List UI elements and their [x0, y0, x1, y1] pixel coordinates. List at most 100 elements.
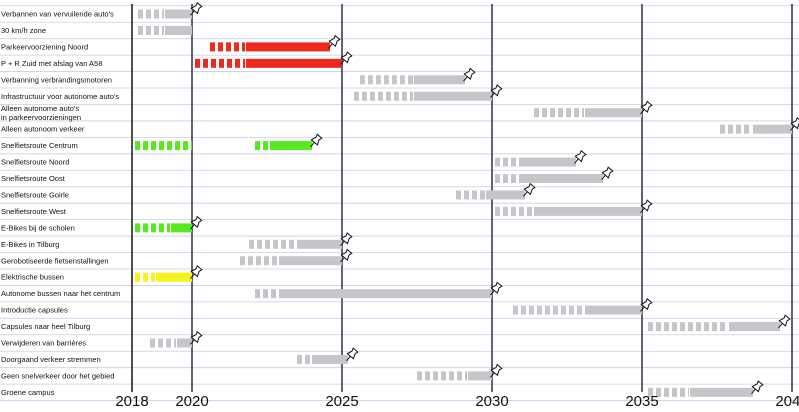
- bar-dashed-segment: [704, 322, 709, 332]
- bar-dashed-segment: [138, 25, 143, 35]
- bar-dashed-segment: [441, 371, 446, 381]
- bar-dashed-segment: [656, 322, 661, 332]
- bar-dashed-segment: [433, 371, 438, 381]
- pushpin-icon: [310, 133, 323, 148]
- pushpin-head: [190, 215, 203, 229]
- pushpin-head: [190, 265, 203, 278]
- bar-solid-segment: [414, 75, 465, 85]
- row-label: P + R Zuid met afslag van A58: [1, 59, 102, 68]
- pushpin-needle: [340, 257, 345, 263]
- pushpin-needle: [340, 240, 345, 246]
- bar-solid-segment: [297, 239, 342, 249]
- bar-dashed-segment: [362, 91, 367, 101]
- row-label: Verwijderen van barrières: [1, 339, 86, 348]
- bar-dashed-segment: [143, 272, 148, 282]
- bar-dashed-segment: [465, 371, 467, 381]
- row-label: Autonome bussen naar het centrum: [1, 289, 120, 298]
- bar-dashed-segment: [226, 42, 231, 52]
- bar-dashed-segment: [529, 305, 534, 315]
- pushpin-needle: [328, 43, 333, 49]
- pushpin-needle: [574, 158, 579, 164]
- bar-dashed-segment: [289, 239, 294, 249]
- bar-solid-segment: [414, 91, 492, 101]
- pushpin-needle: [640, 207, 645, 214]
- pushpin-needle: [490, 290, 495, 296]
- pushpin-head: [340, 232, 353, 245]
- bar-dashed-segment: [464, 190, 469, 200]
- bar-dashed-segment: [166, 338, 171, 348]
- row-label: E-Bikes bij de scholen: [1, 223, 75, 232]
- bar-dashed-segment: [297, 354, 302, 364]
- bar-dashed-segment: [449, 371, 454, 381]
- bar-solid-segment: [165, 9, 192, 19]
- bar-dashed-segment: [558, 108, 563, 118]
- bar-dashed-segment: [664, 322, 669, 332]
- bar-dashed-segment: [191, 141, 192, 151]
- bar-solid-segment: [165, 25, 192, 35]
- pushpin-needle: [490, 372, 495, 378]
- pushpin-icon: [640, 199, 653, 214]
- bar-dashed-segment: [146, 25, 151, 35]
- bar-solid-segment: [729, 322, 780, 332]
- bar-dashed-segment: [582, 108, 584, 118]
- bar-dashed-segment: [175, 141, 180, 151]
- bar-dashed-segment: [664, 387, 669, 397]
- row-label: Snelfietsroute Noord: [1, 158, 69, 167]
- bar-dashed-segment: [744, 124, 749, 134]
- pushpin-needle: [340, 59, 345, 66]
- pushpin-head: [574, 149, 587, 163]
- pushpin-head: [346, 347, 359, 360]
- bar-dashed-segment: [154, 25, 159, 35]
- bar-dashed-segment: [138, 9, 143, 19]
- x-tick-label-2040: 2040: [775, 393, 799, 410]
- pushpin-icon: [601, 166, 614, 181]
- row-label: Infrastructuur voor autonome auto's: [1, 92, 119, 101]
- pushpin-needle: [640, 306, 645, 312]
- bar-dashed-segment: [264, 256, 269, 266]
- timeline-bars: [135, 9, 792, 397]
- bar-dashed-segment: [495, 157, 500, 167]
- row-label: Parkeervoorziening Noord: [1, 42, 88, 51]
- row-label: Verbannen van vervuilende auto's: [1, 10, 114, 19]
- bar-dashed-segment: [281, 239, 286, 249]
- pushpin-needle: [346, 355, 351, 362]
- pushpin-needle: [463, 76, 468, 82]
- pushpin-needle: [790, 125, 795, 131]
- bar-dashed-segment: [648, 322, 653, 332]
- pushpin-needle: [640, 109, 645, 115]
- pushpin-head: [751, 380, 764, 393]
- bar-dashed-segment: [242, 42, 245, 52]
- bar-dashed-segment: [503, 206, 508, 216]
- bar-dashed-segment: [135, 223, 140, 233]
- pushpin-needle: [490, 92, 495, 98]
- row-gridlines: [0, 5, 799, 401]
- row-label: Verbanning verbrandingsmotoren: [1, 75, 112, 84]
- pushpin-icon: [190, 330, 203, 345]
- pushpin-icon: [463, 67, 476, 82]
- bar-dashed-segment: [150, 338, 155, 348]
- bar-dashed-segment: [495, 174, 500, 183]
- pushpin-icon: [190, 215, 203, 230]
- row-label: Groene campus: [1, 388, 55, 397]
- pushpin-head: [190, 330, 203, 344]
- pushpin-head: [778, 314, 791, 327]
- bar-dashed-segment: [271, 289, 276, 299]
- pushpin-head: [310, 133, 323, 146]
- bar-dashed-segment: [167, 141, 172, 151]
- bar-solid-segment: [246, 42, 330, 52]
- bar-dashed-segment: [728, 124, 733, 134]
- bar-dashed-segment: [183, 141, 188, 151]
- bar-dashed-segment: [400, 75, 405, 85]
- bar-dashed-segment: [736, 124, 741, 134]
- row-label: Introductie capsules: [1, 306, 68, 315]
- bar-dashed-segment: [265, 239, 270, 249]
- bar-dashed-segment: [368, 75, 373, 85]
- bar-dashed-segment: [534, 108, 539, 118]
- bar-dashed-segment: [688, 387, 689, 397]
- bar-dashed-segment: [648, 387, 653, 397]
- x-tick-label-2020: 2020: [175, 393, 208, 410]
- bar-dashed-segment: [203, 58, 208, 68]
- bar-dashed-segment: [378, 91, 383, 101]
- bar-dashed-segment: [656, 387, 661, 397]
